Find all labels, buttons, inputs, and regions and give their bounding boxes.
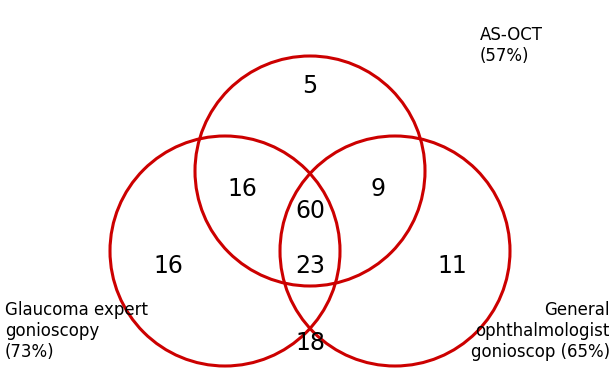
Text: AS-OCT
(57%): AS-OCT (57%) — [480, 26, 543, 65]
Text: 18: 18 — [295, 331, 325, 355]
Text: 16: 16 — [227, 177, 257, 201]
Text: Glaucoma expert
gonioscopy
(73%): Glaucoma expert gonioscopy (73%) — [5, 301, 148, 361]
Text: 9: 9 — [370, 177, 386, 201]
Text: 11: 11 — [437, 254, 467, 278]
Text: 5: 5 — [302, 74, 318, 98]
Text: 60: 60 — [295, 199, 325, 223]
Text: General
ophthalmologist
gonioscop (65%): General ophthalmologist gonioscop (65%) — [471, 301, 610, 361]
Text: 16: 16 — [153, 254, 183, 278]
Text: 23: 23 — [295, 254, 325, 278]
